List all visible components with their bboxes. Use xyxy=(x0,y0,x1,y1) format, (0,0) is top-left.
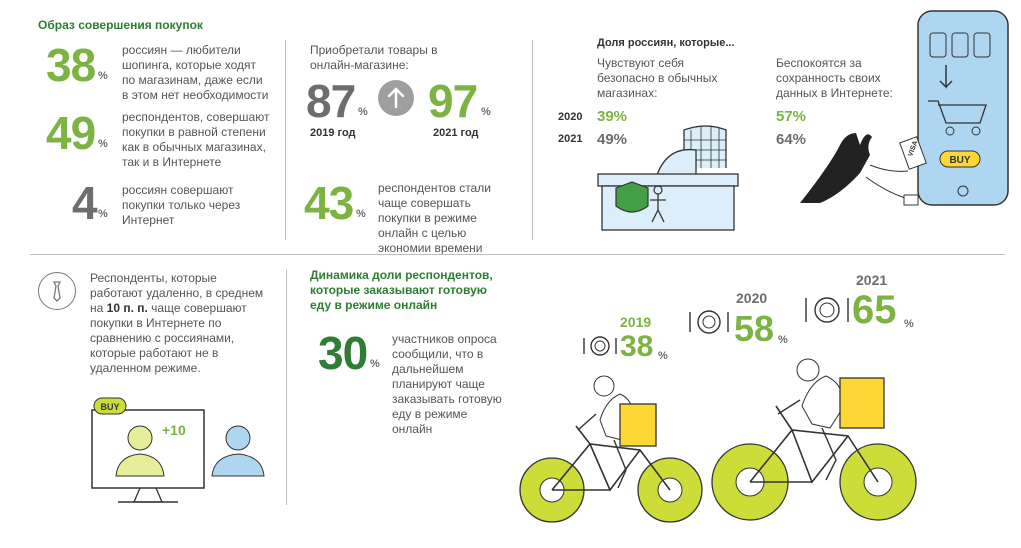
unit-2019: % xyxy=(358,106,368,118)
plate-icon xyxy=(805,297,849,323)
stat-value: 49 xyxy=(46,107,96,159)
label-2021: 2021 год xyxy=(433,127,479,139)
stat-unit: % xyxy=(98,208,108,220)
stat-43-text: респондентов стали чаще совершать покупк… xyxy=(378,181,491,255)
stat-unit: % xyxy=(98,138,108,150)
divider xyxy=(532,40,533,240)
food-year-2021: 2021 xyxy=(856,272,888,288)
stat-text: респондентов, совершают покупки в равной… xyxy=(122,110,270,169)
stat-43-value: 43 xyxy=(304,177,354,229)
col2-label: Беспокоятся за сохранность своих данных … xyxy=(776,56,893,100)
value-2019: 87 xyxy=(306,75,356,127)
phone-buy-label: BUY xyxy=(949,155,970,166)
col1-label: Чувствуют себя безопасно в обычных магаз… xyxy=(597,56,718,100)
food-stat-value: 30 xyxy=(318,327,368,379)
share-v2-2021: 64% xyxy=(776,131,807,148)
food-year-2020: 2020 xyxy=(736,290,768,306)
divider xyxy=(30,254,1005,255)
monitor-buy-label: BUY xyxy=(100,402,119,412)
food-value-2020: 58 xyxy=(734,308,775,349)
stat-text: россиян — любители шопинга, которые ходя… xyxy=(122,43,269,102)
plate-icon xyxy=(583,336,617,356)
year-2021: 2021 xyxy=(558,133,583,145)
divider xyxy=(286,270,287,505)
page-title: Образ совершения покупок xyxy=(38,18,203,32)
food-stat-text: участников опроса сообщили, что в дальне… xyxy=(392,332,502,436)
plus-10-badge: +10 xyxy=(162,422,186,438)
share-heading: Доля россиян, которые... xyxy=(597,37,735,49)
unit-2021: % xyxy=(481,106,491,118)
store-illustration xyxy=(597,125,739,231)
year-2020: 2020 xyxy=(558,111,583,123)
food-heading: Динамика доли респондентов, которые зака… xyxy=(310,268,493,312)
stat-value: 4 xyxy=(72,177,98,229)
plate-icon xyxy=(689,310,729,334)
remote-text-a: Респонденты, которые работают удаленно, … xyxy=(90,271,264,315)
food-unit-2021: % xyxy=(904,318,914,330)
food-stat-unit: % xyxy=(370,358,380,370)
arrow-up-icon xyxy=(378,80,414,116)
food-unit-2020: % xyxy=(778,334,788,346)
remote-text: Респонденты, которые работают удаленно, … xyxy=(90,271,270,376)
food-value-2021: 65 xyxy=(852,288,897,332)
value-2021: 97 xyxy=(428,75,478,127)
food-unit-2019: % xyxy=(658,350,668,362)
label-2019: 2019 год xyxy=(310,127,356,139)
stat-43-unit: % xyxy=(356,208,366,220)
online-heading: Приобретали товары в онлайн-магазине: xyxy=(310,43,438,72)
remote-text-b: чаще совершают покупки в Интернете по ср… xyxy=(90,301,247,375)
share-v2-2020: 57% xyxy=(776,108,807,125)
cyclists-illustration xyxy=(519,358,917,523)
remote-text-bold: 10 п. п. xyxy=(106,301,148,315)
monitor-illustration: BUY xyxy=(91,397,265,503)
food-value-2019: 38 xyxy=(620,330,654,363)
share-v1-2021: 49% xyxy=(597,131,628,148)
tie-icon xyxy=(38,272,76,310)
share-v1-2020: 39% xyxy=(597,108,628,125)
phone-illustration: BUY VISA xyxy=(800,10,1009,206)
stat-value: 38 xyxy=(46,39,96,91)
food-year-2019: 2019 xyxy=(620,314,652,330)
stat-text: россиян совершают покупки только через И… xyxy=(122,183,241,227)
divider xyxy=(285,40,286,240)
stat-unit: % xyxy=(98,70,108,82)
